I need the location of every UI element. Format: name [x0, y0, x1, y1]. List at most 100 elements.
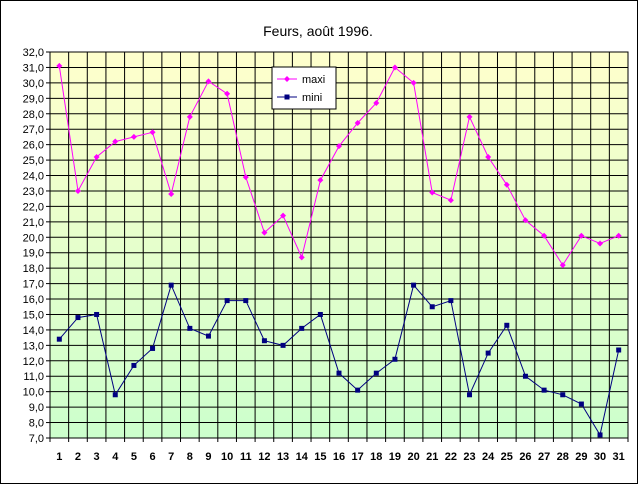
data-point-maxi: [410, 79, 417, 86]
data-point-maxi: [541, 232, 548, 239]
legend: maxi mini: [271, 66, 337, 110]
data-point-maxi: [336, 143, 342, 150]
y-tick-label: 24,0: [23, 171, 44, 183]
data-point-maxi: [559, 262, 566, 269]
legend-label-maxi: maxi: [302, 74, 325, 86]
legend-marker-mini: [284, 94, 290, 100]
x-tick-label: 16: [333, 451, 345, 463]
data-point-mini: [168, 282, 174, 288]
data-point-maxi: [298, 254, 305, 261]
y-tick-label: 11,0: [23, 371, 44, 383]
y-axis-ticks: 7,0 8,0 9,0 10,0 11,0 12,0 13,0 14,0 15,0 16,0 17,…: [23, 47, 50, 445]
data-point-maxi: [429, 189, 436, 196]
x-tick-label: 2: [75, 451, 81, 463]
x-tick-label: 29: [575, 451, 587, 463]
data-point-mini: [467, 392, 473, 398]
y-tick-label: 30,0: [23, 78, 44, 90]
x-tick-label: 15: [314, 451, 326, 463]
x-tick-label: 4: [112, 451, 119, 463]
data-point-maxi: [112, 138, 119, 145]
data-point-mini: [205, 333, 211, 339]
x-tick-label: 21: [426, 451, 438, 463]
x-tick-label: 10: [221, 451, 233, 463]
data-point-maxi: [205, 78, 212, 85]
data-point-maxi: [186, 113, 193, 120]
gridlines: [49, 51, 629, 439]
x-tick-label: 12: [258, 451, 270, 463]
data-point-maxi: [168, 191, 175, 198]
y-tick-label: 15,0: [23, 309, 44, 321]
plot-border: [49, 51, 629, 439]
x-tick-label: 26: [519, 451, 531, 463]
x-tick-label: 25: [501, 451, 513, 463]
x-tick-label: 27: [538, 451, 550, 463]
data-point-mini: [94, 311, 100, 317]
data-point-mini: [317, 311, 323, 317]
y-tick-label: 22,0: [23, 201, 44, 213]
x-tick-label: 19: [389, 451, 401, 463]
y-tick-label: 17,0: [23, 279, 44, 291]
x-tick-label: 11: [240, 451, 252, 463]
x-tick-label: 5: [131, 451, 137, 463]
y-tick-label: 13,0: [23, 340, 44, 352]
x-tick-label: 9: [205, 451, 211, 463]
data-point-mini: [187, 325, 193, 331]
data-point-maxi: [149, 129, 156, 136]
data-point-mini: [336, 370, 342, 376]
data-point-maxi: [74, 187, 81, 194]
data-point-mini: [485, 350, 491, 356]
data-point-maxi: [354, 120, 361, 127]
x-tick-label: 1: [56, 451, 62, 463]
y-tick-label: 26,0: [23, 140, 44, 152]
x-tick-label: 23: [463, 451, 475, 463]
data-point-maxi: [280, 212, 287, 219]
data-point-maxi: [597, 240, 604, 247]
data-point-mini: [560, 392, 566, 398]
y-tick-label: 25,0: [23, 155, 44, 167]
data-point-maxi: [317, 177, 324, 184]
data-point-mini: [429, 304, 435, 310]
x-tick-label: 31: [613, 451, 625, 463]
legend-box: [271, 66, 337, 110]
data-point-maxi: [466, 113, 473, 120]
data-point-maxi: [373, 99, 380, 106]
series-maxi: [56, 62, 622, 269]
data-point-mini: [243, 298, 249, 304]
x-tick-label: 13: [277, 451, 289, 463]
data-point-maxi: [93, 153, 100, 160]
data-point-maxi: [261, 229, 268, 236]
data-point-mini: [411, 282, 417, 288]
y-tick-label: 18,0: [23, 263, 44, 275]
data-point-mini: [504, 322, 510, 328]
data-point-mini: [448, 298, 454, 304]
data-point-mini: [355, 387, 361, 393]
data-point-mini: [392, 356, 398, 362]
x-tick-label: 18: [370, 451, 382, 463]
y-tick-label: 23,0: [23, 186, 44, 198]
y-tick-label: 29,0: [23, 93, 44, 105]
x-tick-label: 28: [557, 451, 569, 463]
x-tick-label: 14: [296, 451, 309, 463]
data-point-mini: [56, 336, 62, 342]
data-point-maxi: [224, 90, 231, 97]
x-axis-ticks: 1 2 3 4 5 6 7 8 9 10 11 12 13 14 15 16 17 18 19 20 21 22 23 24 2…: [49, 438, 629, 463]
data-point-mini: [112, 392, 118, 398]
data-point-mini: [597, 432, 603, 438]
y-tick-label: 9,0: [29, 402, 44, 414]
y-tick-label: 14,0: [23, 325, 44, 337]
data-point-maxi: [615, 232, 622, 239]
x-tick-label: 3: [94, 451, 100, 463]
data-point-mini: [578, 401, 584, 407]
data-point-maxi: [56, 62, 63, 69]
data-point-maxi: [447, 197, 454, 204]
data-point-maxi: [391, 64, 398, 71]
y-tick-label: 7,0: [29, 433, 44, 445]
y-tick-label: 8,0: [29, 418, 44, 430]
y-tick-label: 20,0: [23, 232, 44, 244]
x-tick-label: 20: [407, 451, 419, 463]
data-point-mini: [75, 315, 81, 321]
x-tick-label: 24: [482, 451, 495, 463]
x-tick-label: 30: [594, 451, 606, 463]
data-point-mini: [224, 298, 230, 304]
